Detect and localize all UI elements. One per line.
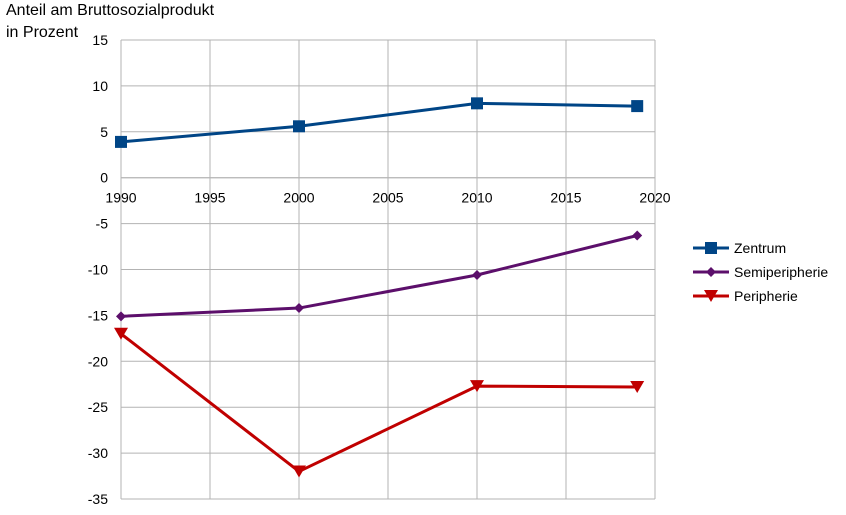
data-point: [472, 270, 482, 281]
series-peripherie: [114, 327, 645, 478]
y-tick-label: 10: [92, 78, 108, 94]
series-zentrum: [115, 97, 644, 148]
data-point: [471, 97, 483, 110]
legend-label: Peripherie: [734, 288, 798, 304]
data-point: [115, 135, 127, 148]
y-tick-label: -25: [88, 399, 108, 415]
series-line: [120, 332, 638, 473]
legend-swatch-marker: [704, 290, 718, 302]
x-tick-label: 2000: [283, 190, 314, 206]
legend-swatch: [693, 290, 729, 302]
axes: [120, 40, 655, 499]
legend-label: Semiperipherie: [734, 264, 829, 280]
data-point: [632, 230, 643, 241]
y-tick-label: -35: [88, 491, 108, 507]
x-tick-label: 2005: [372, 190, 403, 206]
data-point: [116, 311, 126, 322]
legend-swatch: [693, 267, 729, 277]
x-tick-label: 1990: [105, 190, 136, 206]
y-tick-label: 0: [100, 170, 108, 186]
y-tick-label: -10: [88, 262, 108, 278]
data-point: [114, 327, 128, 340]
y-axis-title-line-1: Anteil am Bruttosozialprodukt: [6, 2, 215, 19]
legend-item-semiperipherie: Semiperipherie: [692, 260, 828, 284]
y-axis-title-line-2: in Prozent: [6, 24, 79, 41]
y-tick-label: -15: [88, 307, 108, 323]
y-tick-label: -20: [88, 353, 108, 369]
data-series: [114, 97, 645, 478]
legend-swatch: [693, 242, 729, 254]
x-tick-label: 2020: [639, 190, 670, 206]
y-tick-label: 5: [100, 124, 108, 140]
series-line: [120, 101, 638, 144]
data-point: [292, 465, 306, 478]
legend-item-peripherie: Peripherie: [692, 284, 828, 308]
y-tick-label: -5: [96, 216, 109, 232]
data-point: [293, 120, 305, 133]
x-tick-label: 2015: [550, 190, 581, 206]
y-tick-label: -30: [88, 445, 108, 461]
data-point: [631, 100, 644, 113]
legend-swatch-marker: [705, 242, 717, 254]
data-point: [470, 380, 484, 393]
series-line: [120, 234, 638, 318]
data-point: [294, 303, 304, 314]
legend: Zentrum Semiperipherie Peripherie: [692, 236, 828, 308]
x-tick-label: 1995: [194, 190, 225, 206]
legend-swatch-marker: [706, 267, 716, 277]
series-semiperipherie: [116, 230, 643, 322]
legend-item-zentrum: Zentrum: [692, 236, 828, 260]
y-tick-labels: 15 10 5 0 -5 -10 -15 -20 -25 -30 -35: [88, 32, 108, 507]
legend-label: Zentrum: [734, 240, 787, 256]
y-tick-label: 15: [92, 32, 108, 48]
data-point: [630, 381, 645, 394]
x-tick-labels: 1990 1995 2000 2005 2010 2015 2020: [105, 190, 670, 206]
x-tick-label: 2010: [461, 190, 492, 206]
